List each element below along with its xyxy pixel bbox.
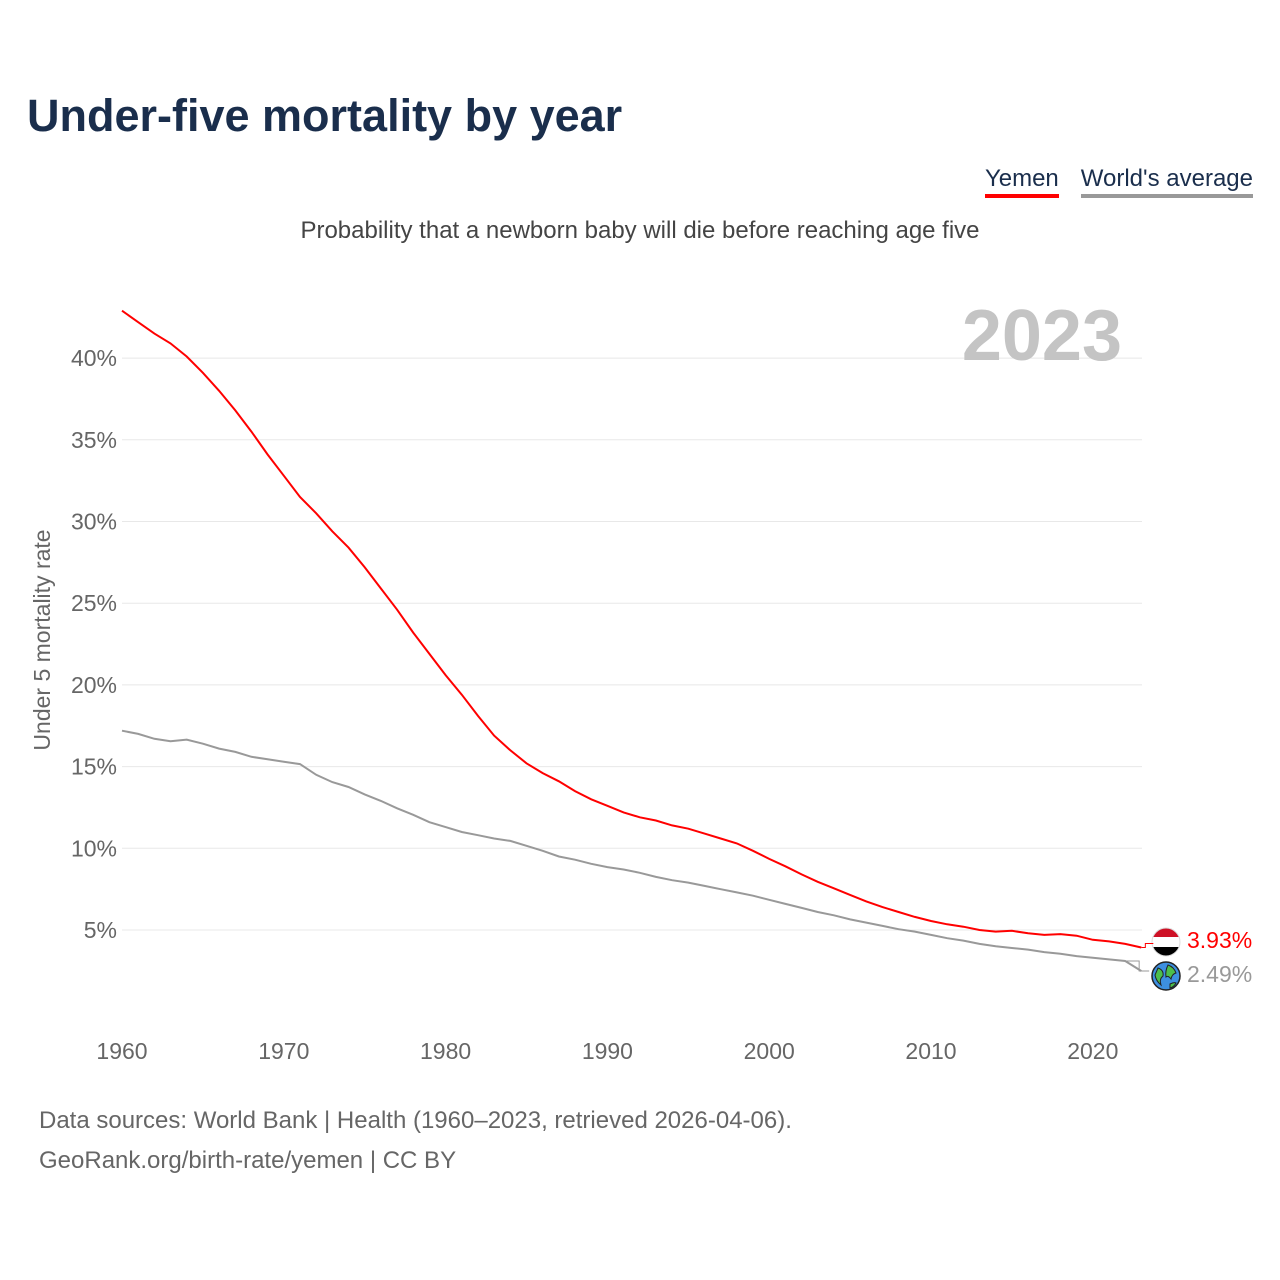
yemen-connector [1141,942,1154,948]
x-tick-label: 1990 [582,1038,633,1064]
chart-title: Under-five mortality by year [27,90,623,141]
y-tick-label: 35% [71,427,117,453]
world-line [121,729,1142,972]
world-connector [1125,960,1150,972]
source-text: Data sources: World Bank | Health (1960–… [39,1107,792,1134]
y-tick-label: 25% [71,590,117,616]
legend-world[interactable]: World's average [1080,165,1253,198]
x-tick-label: 1960 [96,1038,147,1064]
legend: Yemen World's average [984,165,1253,198]
y-tick-label: 5% [84,917,117,943]
y-tick-label: 10% [71,835,117,861]
year-watermark: 2023 [962,296,1122,376]
yemen-end-label: 3.93% [1187,927,1252,953]
x-tick-label: 2020 [1067,1038,1118,1064]
legend-yemen[interactable]: Yemen [984,165,1059,198]
globe-icon [1151,961,1181,991]
x-tick-label: 2010 [905,1038,956,1064]
chart-subtitle: Probability that a newborn baby will die… [300,217,980,244]
yemen-flag-icon [1151,927,1181,957]
y-axis-label: Under 5 mortality rate [29,529,55,750]
y-tick-label: 30% [71,509,117,535]
yemen-line [121,309,1142,949]
x-tick-label: 1980 [420,1038,471,1064]
world-end-label: 2.49% [1187,961,1252,987]
x-tick-label: 2000 [744,1038,795,1064]
y-tick-label: 40% [71,345,117,371]
y-tick-label: 15% [71,754,117,780]
x-tick-label: 1970 [258,1038,309,1064]
y-tick-label: 20% [71,672,117,698]
source-link[interactable]: GeoRank.org/birth-rate/yemen | CC BY [39,1147,457,1174]
